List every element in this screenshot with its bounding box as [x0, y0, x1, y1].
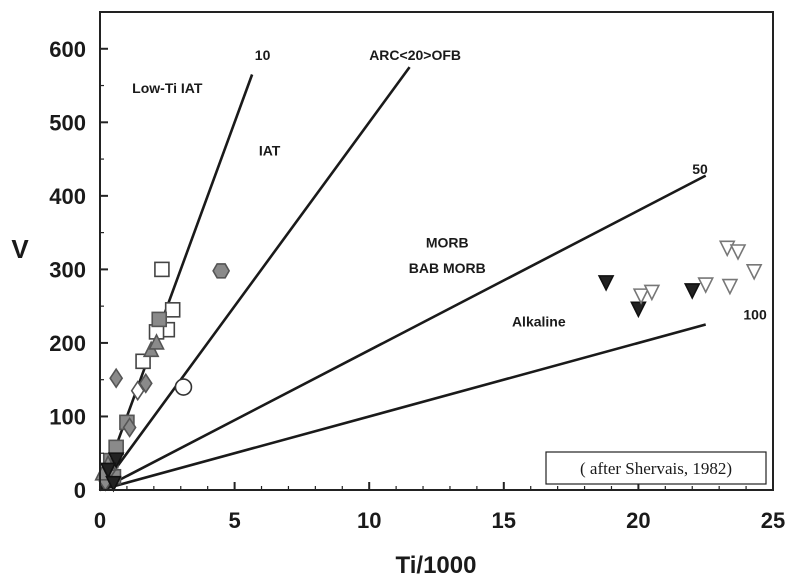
data-point [745, 264, 763, 281]
y-tick-label: 600 [49, 37, 86, 62]
data-point [697, 277, 714, 294]
data-point [135, 353, 151, 370]
credit-box: ( after Shervais, 1982) [545, 451, 767, 485]
field-label: MORB [426, 234, 469, 250]
x-tick-label: 25 [761, 508, 785, 533]
data-point [130, 380, 145, 402]
data-point [148, 333, 165, 350]
data-point [108, 439, 124, 456]
data-point [729, 244, 747, 261]
data-point [174, 378, 193, 396]
y-tick-label: 100 [49, 404, 86, 429]
data-point [151, 311, 168, 328]
field-labels: Low-Ti IAT IAT MORB BAB MORB Alkaline [132, 80, 566, 330]
ratio-line [99, 174, 707, 492]
data-point [105, 475, 122, 493]
data-point [109, 367, 124, 389]
field-label: Alkaline [512, 314, 566, 330]
credit-text: ( after Shervais, 1982) [580, 459, 732, 478]
data-point [99, 462, 117, 480]
data-point [212, 263, 231, 279]
data-point [630, 301, 647, 319]
field-label: IAT [259, 142, 281, 158]
ratio-line-label: ARC<20>OFB [369, 47, 461, 63]
data-point [122, 417, 137, 438]
data-point [597, 275, 615, 292]
x-tick-label: 20 [626, 508, 650, 533]
y-tick-label: 400 [49, 184, 86, 209]
x-tick-label: 15 [492, 508, 516, 533]
data-point [683, 283, 701, 300]
data-point [632, 288, 650, 305]
field-label: Low-Ti IAT [132, 80, 203, 96]
ratio-line-label: 10 [255, 47, 271, 63]
data-point [154, 261, 170, 278]
x-axis-title: Ti/1000 [396, 552, 477, 579]
ratio-line [98, 66, 411, 491]
y-tick-label: 0 [74, 478, 86, 503]
field-label: BAB MORB [409, 260, 486, 276]
data-point [721, 278, 739, 296]
y-tick-label: 300 [49, 257, 86, 282]
axis-ticks: 0 5 10 15 20 25 0 100 200 300 400 500 600 [49, 37, 785, 533]
y-tick-label: 200 [49, 331, 86, 356]
x-tick-label: 0 [94, 508, 106, 533]
data-point [107, 452, 125, 469]
y-axis-title: V [11, 234, 29, 264]
ratio-line-label: 50 [692, 161, 708, 177]
data-point [643, 284, 661, 302]
data-point [164, 302, 181, 318]
ratio-line [99, 323, 707, 492]
data-points [94, 240, 763, 493]
ratio-lines: 10 ARC<20>OFB 50 100 [98, 47, 767, 492]
x-tick-label: 10 [357, 508, 381, 533]
data-point [138, 372, 153, 394]
plot-frame [99, 11, 774, 491]
y-tick-label: 500 [49, 110, 86, 135]
x-tick-label: 5 [228, 508, 240, 533]
ratio-line-label: 100 [743, 306, 767, 322]
credit-box-frame [545, 451, 767, 485]
